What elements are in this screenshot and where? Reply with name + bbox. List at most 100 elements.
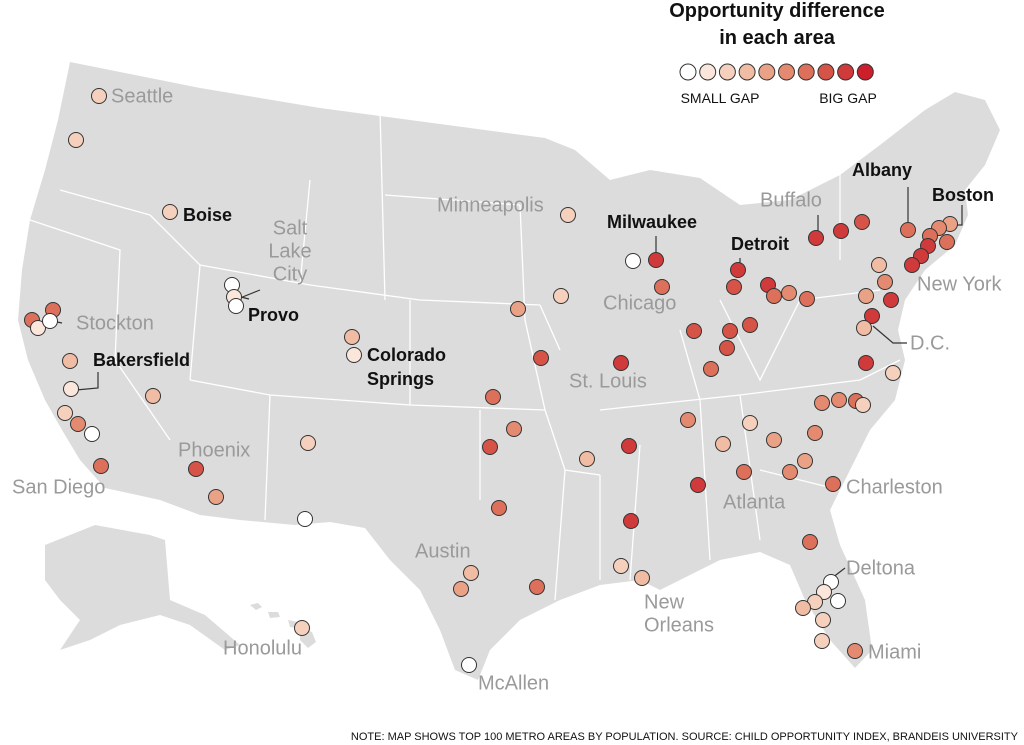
metro-dot	[680, 412, 696, 428]
metro-dot	[766, 432, 782, 448]
city-label: New	[644, 591, 685, 613]
metro-dot	[84, 426, 100, 442]
legend-title: in each area	[719, 27, 836, 49]
city-label: McAllen	[478, 672, 549, 694]
city-label: Provo	[248, 305, 299, 325]
metro-dot	[730, 262, 746, 278]
metro-dot	[621, 438, 637, 454]
city-label: Orleans	[644, 614, 714, 636]
metro-dot	[722, 323, 738, 339]
metro-dot	[742, 415, 758, 431]
metro-dot	[877, 274, 893, 290]
city-label: Albany	[852, 160, 912, 180]
city-label: Miami	[868, 641, 921, 663]
alaska	[45, 525, 240, 650]
city-label: Boston	[932, 185, 994, 205]
metro-dot	[485, 389, 501, 405]
city-label: Stockton	[76, 312, 154, 334]
metro-dot	[833, 223, 849, 239]
city-label: Minneapolis	[437, 194, 544, 216]
metro-dot	[799, 291, 815, 307]
city-label: Austin	[415, 540, 471, 562]
city-label: Bakersfield	[93, 350, 190, 370]
city-label: Colorado	[367, 345, 446, 365]
city-label: Buffalo	[760, 189, 822, 211]
source-note: NOTE: MAP SHOWS TOP 100 METRO AREAS BY P…	[351, 731, 1019, 743]
city-label: New York	[917, 273, 1002, 295]
metro-dot	[62, 353, 78, 369]
legend-swatch	[778, 63, 795, 81]
metro-dot	[300, 435, 316, 451]
metro-dot	[625, 253, 641, 269]
metro-dot	[613, 355, 629, 371]
legend-low-label: SMALL GAP	[681, 90, 760, 106]
metro-dot	[482, 439, 498, 455]
metro-dot	[145, 388, 161, 404]
city-label: Chicago	[603, 292, 676, 314]
metro-dot	[93, 458, 109, 474]
legend-swatch	[738, 63, 756, 81]
metro-dot	[297, 511, 313, 527]
metro-dot	[294, 620, 310, 636]
metro-dots	[24, 88, 958, 673]
metro-dot	[42, 313, 58, 329]
legend-swatch	[797, 63, 815, 81]
legend-swatch	[856, 63, 874, 81]
metro-dot	[782, 464, 798, 480]
metro-dot	[815, 612, 831, 628]
metro-dot	[68, 132, 84, 148]
metro-dot	[463, 565, 479, 581]
metro-dot	[831, 392, 847, 408]
city-label: Salt	[273, 217, 308, 239]
legend-swatch	[699, 63, 717, 81]
city-label: Milwaukee	[607, 212, 697, 232]
city-label: Phoenix	[178, 439, 250, 461]
legend-swatch	[679, 63, 697, 81]
metro-dot	[858, 288, 874, 304]
city-label: Atlanta	[723, 491, 786, 513]
metro-dot	[529, 579, 545, 595]
city-label: Seattle	[111, 85, 173, 107]
metro-dot	[864, 308, 880, 324]
metro-dot	[885, 365, 901, 381]
metro-dot	[742, 317, 758, 333]
metro-dot	[634, 570, 650, 586]
metro-dot	[854, 214, 870, 230]
legend-high-label: BIG GAP	[819, 90, 877, 106]
metro-dot	[802, 534, 818, 550]
land	[18, 62, 1000, 680]
city-label: St. Louis	[569, 370, 647, 392]
metro-dot	[461, 657, 477, 673]
state-borders	[29, 109, 901, 601]
metro-dot	[30, 320, 46, 336]
metro-dot	[506, 421, 522, 437]
us-mainland	[18, 62, 1000, 680]
metro-dot	[560, 207, 576, 223]
metro-dot	[162, 204, 178, 220]
metro-dot	[346, 347, 362, 363]
city-label: San Diego	[12, 476, 105, 498]
metro-dot	[807, 425, 823, 441]
metro-dot	[883, 292, 899, 308]
city-label: Honolulu	[223, 637, 302, 659]
metro-dot	[871, 257, 887, 273]
metro-dot	[579, 451, 595, 467]
metro-dot	[816, 584, 832, 600]
city-label: Charleston	[846, 476, 943, 498]
metro-dot	[736, 464, 752, 480]
metro-dot	[900, 222, 916, 238]
legend-swatch	[837, 63, 855, 81]
city-label: D.C.	[910, 332, 950, 354]
metro-dot	[491, 500, 507, 516]
city-label: City	[273, 263, 307, 285]
city-label: Boise	[183, 205, 232, 225]
metro-dot	[57, 405, 73, 421]
metro-dot	[70, 416, 86, 432]
city-label: Lake	[268, 240, 311, 262]
metro-dot	[553, 288, 569, 304]
metro-dot	[904, 257, 920, 273]
legend-swatch	[758, 63, 776, 81]
legend: Opportunity difference in each area SMAL…	[669, 0, 885, 106]
metro-dot	[654, 279, 670, 295]
